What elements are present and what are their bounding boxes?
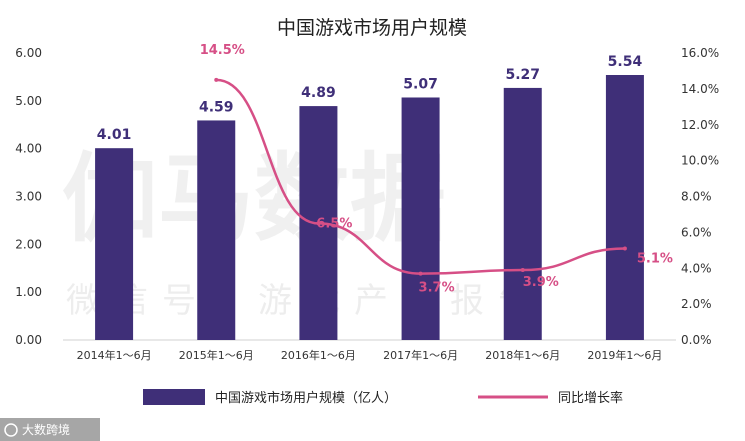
growth-rate-point [418,271,423,276]
bar-data-label: 5.27 [505,67,540,83]
bar [401,97,440,340]
watermark-sub-text: 微信号：游戏产业报告 [66,281,546,321]
bar [605,75,644,341]
bar-labels: 4.01 4.59 4.89 5.07 5.27 5.54 [97,54,643,143]
growth-rate-data-label: 3.7% [419,281,455,296]
growth-rate-point [316,221,321,226]
bar [95,148,134,340]
left-axis-tick-label: 3.00 [15,190,42,204]
left-axis-tick-label: 5.00 [15,94,42,108]
bar-data-label: 4.59 [199,99,234,115]
growth-rate-data-label: 6.5% [316,216,352,231]
growth-rate-point [622,246,627,251]
left-axis-tick-label: 6.00 [15,46,42,60]
growth-rate-data-label: 3.9% [523,275,559,290]
x-axis-tick-label: 2017年1～6月 [383,348,458,362]
left-axis-tick-label: 0.00 [15,333,42,347]
footer-background [0,418,100,441]
right-axis-tick-label: 10.0% [681,154,719,168]
bar-data-label: 5.54 [608,54,643,70]
x-axis: 2014年1～6月 2015年1～6月 2016年1～6月 2017年1～6月 2018… [77,348,663,362]
growth-rate-point [214,77,219,82]
bar-series [95,75,644,341]
left-axis: 0.00 1.00 2.00 3.00 4.00 5.00 6.00 [15,46,42,347]
right-axis: 0.0% 2.0% 4.0% 6.0% 8.0% 10.0% 12.0% 14.0% 16.0% [681,46,719,347]
bar [503,87,542,340]
right-axis-tick-label: 0.0% [681,333,712,347]
right-axis-tick-label: 16.0% [681,46,719,60]
right-axis-tick-label: 4.0% [681,261,712,275]
bar-data-label: 4.89 [301,85,336,101]
legend-line-label: 同比增长率 [558,390,623,406]
right-axis-tick-label: 14.0% [681,82,719,96]
footer-text: 大数跨境 [22,422,70,437]
x-axis-tick-label: 2018年1～6月 [485,348,560,362]
left-axis-tick-label: 4.00 [15,142,42,156]
line-series [214,77,627,276]
legend-bar-swatch [143,389,205,405]
x-axis-tick-label: 2015年1～6月 [179,348,254,362]
chart-title: 中国游戏市场用户规模 [277,17,467,39]
growth-rate-data-label: 5.1% [637,252,673,267]
right-axis-tick-label: 12.0% [681,118,719,132]
bar [197,120,236,340]
x-axis-tick-label: 2019年1～6月 [587,348,662,362]
brand-logo-icon [4,423,18,437]
x-axis-tick-label: 2014年1～6月 [77,348,152,362]
right-axis-tick-label: 8.0% [681,190,712,204]
bar-data-label: 4.01 [97,127,132,143]
footer-badge: 大数跨境 [0,418,100,441]
bar-data-label: 5.07 [403,76,438,92]
line-labels: 14.5% 6.5% 3.7% 3.9% 5.1% [200,43,673,296]
growth-rate-data-label: 14.5% [200,43,245,58]
growth-rate-point [520,268,525,273]
left-axis-tick-label: 2.00 [15,237,42,251]
right-axis-tick-label: 2.0% [681,297,712,311]
growth-rate-line [216,78,625,275]
legend: 中国游戏市场用户规模（亿人） 同比增长率 [143,389,623,406]
right-axis-tick-label: 6.0% [681,225,712,239]
x-axis-tick-label: 2016年1～6月 [281,348,356,362]
legend-bar-label: 中国游戏市场用户规模（亿人） [215,390,397,406]
left-axis-tick-label: 1.00 [15,285,42,299]
